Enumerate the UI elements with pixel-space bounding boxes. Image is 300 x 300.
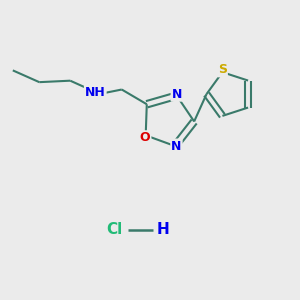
Text: S: S <box>218 63 227 76</box>
Text: NH: NH <box>85 86 106 99</box>
Text: Cl: Cl <box>106 222 123 237</box>
Text: N: N <box>171 140 182 152</box>
Text: H: H <box>157 222 169 237</box>
Text: O: O <box>140 131 150 144</box>
Text: N: N <box>172 88 182 101</box>
